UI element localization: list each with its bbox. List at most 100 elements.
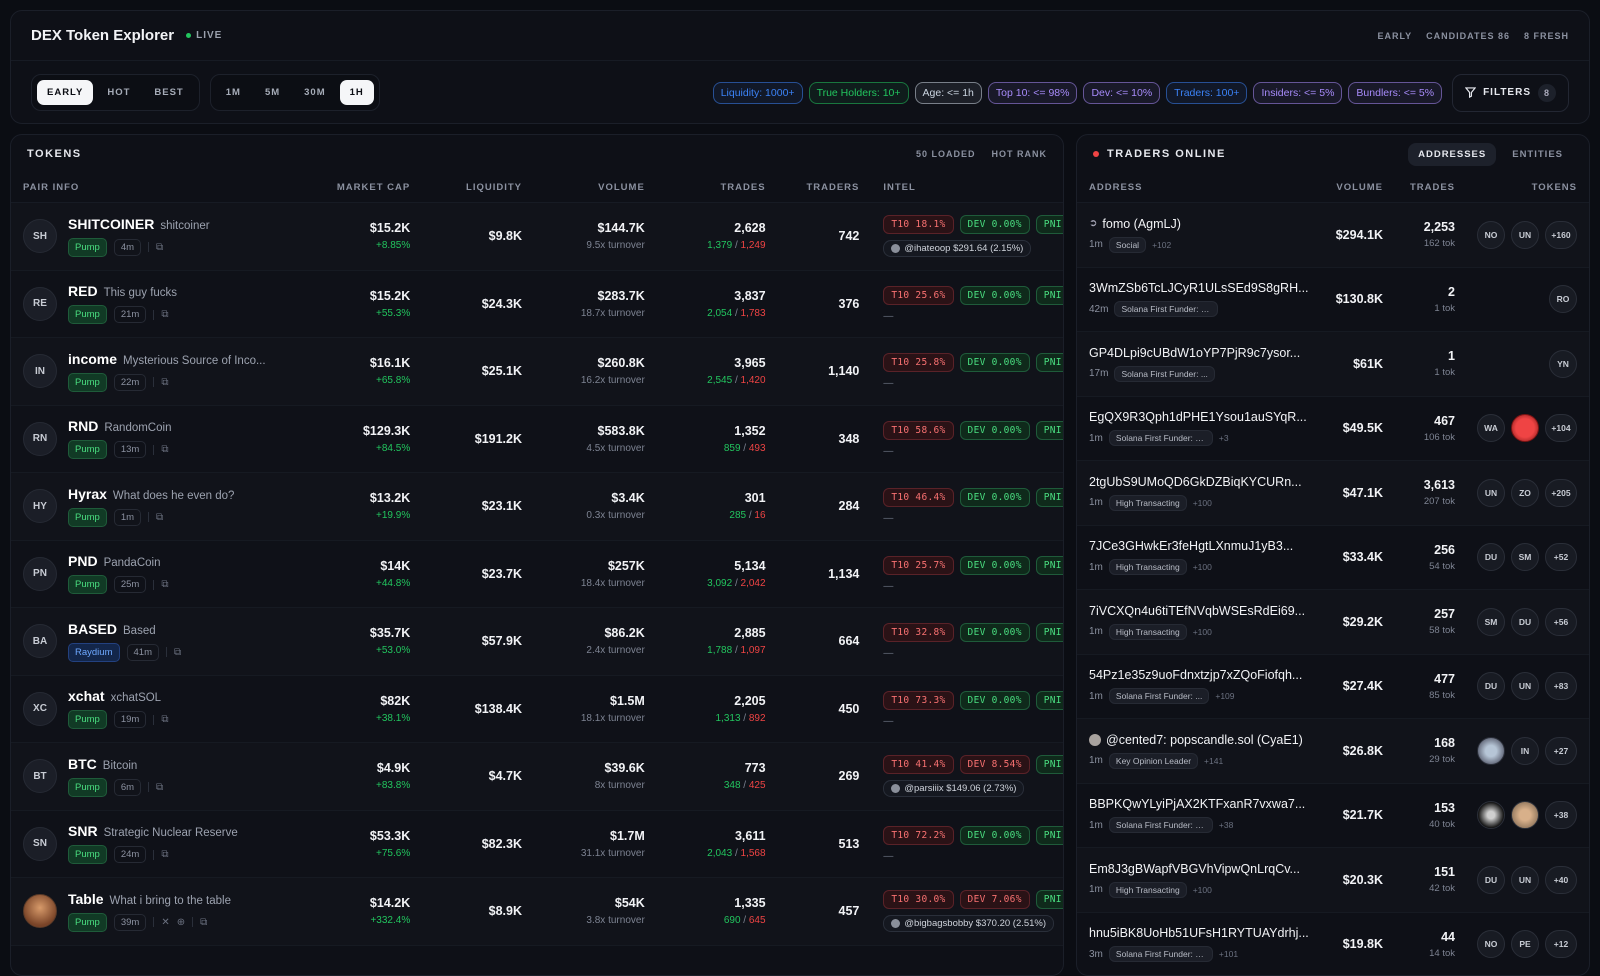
filter-chip[interactable]: Age: <= 1h xyxy=(914,81,982,104)
trader-address[interactable]: 7JCe3GHwkEr3feHgtLXnmuJ1yB3... xyxy=(1089,539,1294,554)
token-bubble[interactable]: WA xyxy=(1477,414,1505,443)
timeframe-30m-button[interactable]: 30M xyxy=(304,87,326,98)
filter-chip[interactable]: Top 10: <= 98% xyxy=(987,81,1078,104)
col-traders[interactable]: TRADERS xyxy=(806,182,860,193)
token-row[interactable]: RE RED This guy fucks Pump 21m ⧉ $15.2K +55.… xyxy=(11,270,1063,338)
token-row[interactable]: XC xchat xchatSOL Pump 19m ⧉ $82K +38.1% $13… xyxy=(11,675,1063,743)
trader-address[interactable]: 7iVCXQn4u6tiTEfNVqbWSEsRdEi69... xyxy=(1089,603,1306,618)
token-row[interactable]: Table What i bring to the table Pump 39m ✕ ⊕… xyxy=(11,878,1063,946)
token-bubble[interactable]: NO xyxy=(1477,930,1505,959)
timeframe-5m-button[interactable]: 5M xyxy=(264,87,281,98)
trader-address[interactable]: 54Pz1e35z9uoFdnxtzjp7xZQoFiofqh... xyxy=(1089,668,1303,683)
trader-address[interactable]: EgQX9R3Qph1dPHE1Ysou1auSYqR... xyxy=(1089,410,1307,425)
copy-icon[interactable]: ⧉ xyxy=(156,511,164,523)
more-tokens-bubble[interactable]: +160 xyxy=(1545,220,1577,249)
more-tokens-bubble[interactable]: +52 xyxy=(1545,543,1577,572)
trader-row[interactable]: @cented7: popscandle.sol (CyaE1) 1m Key O… xyxy=(1077,719,1589,784)
more-tokens-bubble[interactable]: +205 xyxy=(1545,478,1577,507)
mode-early-button[interactable]: EARLY xyxy=(37,80,94,105)
token-symbol[interactable]: Table xyxy=(68,890,104,907)
kol-holder-badge[interactable]: @bigbagsbobby $370.20 (2.51%) xyxy=(883,915,1055,933)
token-symbol[interactable]: income xyxy=(68,350,118,367)
token-bubble[interactable]: ZO xyxy=(1511,478,1539,507)
copy-icon[interactable]: ⧉ xyxy=(161,444,169,456)
token-symbol[interactable]: BTC xyxy=(68,755,97,772)
trader-address[interactable]: BBPKQwYLyiPjAX2KTFxanR7vxwa7... xyxy=(1089,797,1306,812)
copy-icon[interactable]: ⧉ xyxy=(161,579,169,591)
trader-row[interactable]: GP4DLpi9cUBdW1oYP7PjR9c7ysor... 17m Solan… xyxy=(1077,332,1589,397)
trader-address[interactable]: fomo (AgmLJ) xyxy=(1102,216,1181,231)
copy-icon[interactable]: ⧉ xyxy=(156,241,164,253)
trader-row[interactable]: EgQX9R3Qph1dPHE1Ysou1auSYqR... 1m Solana … xyxy=(1077,397,1589,461)
filter-chip[interactable]: True Holders: 10+ xyxy=(808,81,909,104)
copy-icon[interactable]: ⧉ xyxy=(161,714,169,726)
token-row[interactable]: PN PND PandaCoin Pump 25m ⧉ $14K +44.8% $23.… xyxy=(11,540,1063,608)
timeframe-1h-button[interactable]: 1H xyxy=(339,80,374,105)
copy-icon[interactable]: ⧉ xyxy=(161,376,169,388)
col-trader-trades[interactable]: TRADES xyxy=(1409,182,1455,193)
trader-address[interactable]: GP4DLpi9cUBdW1oYP7PjR9c7ysor... xyxy=(1089,345,1301,360)
copy-icon[interactable]: ⧉ xyxy=(161,849,169,861)
trader-row[interactable]: BBPKQwYLyiPjAX2KTFxanR7vxwa7... 1m Solana… xyxy=(1077,784,1589,848)
token-row[interactable]: BT BTC Bitcoin Pump 6m ⧉ $4.9K +83.8% $4.7K … xyxy=(11,743,1063,811)
trader-row[interactable]: 3WmZSb6TcLJCyR1ULsSEd9S8gRH... 42m Solana… xyxy=(1077,268,1589,332)
token-bubble[interactable]: DU xyxy=(1477,543,1505,572)
token-row[interactable]: SN SNR Strategic Nuclear Reserve Pump 24m ⧉… xyxy=(11,810,1063,878)
copy-icon[interactable]: ⧉ xyxy=(173,646,182,658)
trader-address[interactable]: 2tgUbS9UMoQD6GkDZBiqKYCURn... xyxy=(1089,474,1302,489)
token-image-bubble[interactable] xyxy=(1511,414,1539,443)
trader-address[interactable]: Em8J3gBWapfVBGVhVipwQnLrqCv... xyxy=(1089,861,1300,876)
token-bubble[interactable]: NO xyxy=(1477,220,1505,249)
trader-address[interactable]: hnu5iBK8UoHb51UFsH1RYTUAYdrhj... xyxy=(1089,926,1309,941)
trader-row[interactable]: 7JCe3GHwkEr3feHgtLXnmuJ1yB3... 1m High Tr… xyxy=(1077,526,1589,590)
col-pair-info[interactable]: PAIR INFO xyxy=(23,182,80,193)
token-bubble[interactable]: UN xyxy=(1511,672,1539,701)
more-tokens-bubble[interactable]: +12 xyxy=(1545,930,1577,959)
token-bubble[interactable]: UN xyxy=(1477,478,1505,507)
token-image-bubble[interactable] xyxy=(1477,736,1505,765)
token-symbol[interactable]: RND xyxy=(68,418,99,435)
kol-holder-badge[interactable]: @ihateoop $291.64 (2.15%) xyxy=(883,240,1032,258)
token-symbol[interactable]: PND xyxy=(68,553,98,570)
x-icon[interactable]: ✕ xyxy=(161,916,170,928)
filter-chip[interactable]: Dev: <= 10% xyxy=(1083,81,1161,104)
more-tokens-bubble[interactable]: +56 xyxy=(1545,607,1577,636)
col-trades[interactable]: TRADES xyxy=(720,182,766,193)
filters-button[interactable]: FILTERS 8 xyxy=(1452,73,1569,112)
col-market-cap[interactable]: MARKET CAP xyxy=(336,182,411,193)
token-symbol[interactable]: Hyrax xyxy=(68,485,107,502)
token-symbol[interactable]: BASED xyxy=(68,620,118,637)
token-row[interactable]: HY Hyrax What does he even do? Pump 1m ⧉ $1… xyxy=(11,473,1063,541)
filter-chip[interactable]: Bundlers: <= 5% xyxy=(1348,81,1443,104)
more-tokens-bubble[interactable]: +104 xyxy=(1545,414,1577,443)
token-row[interactable]: BA BASED Based Raydium 41m ⧉ $35.7K +53.0% $… xyxy=(11,608,1063,676)
filter-chip[interactable]: Insiders: <= 5% xyxy=(1253,81,1343,104)
trader-row[interactable]: Em8J3gBWapfVBGVhVipwQnLrqCv... 1m High Tr… xyxy=(1077,848,1589,913)
col-trader-volume[interactable]: VOLUME xyxy=(1336,182,1383,193)
token-symbol[interactable]: RED xyxy=(68,283,98,300)
hot-rank-sort[interactable]: HOT RANK xyxy=(991,149,1047,159)
token-bubble[interactable]: DU xyxy=(1511,607,1539,636)
token-bubble[interactable]: PE xyxy=(1511,930,1539,959)
col-liquidity[interactable]: LIQUIDITY xyxy=(466,182,523,193)
more-tokens-bubble[interactable]: +83 xyxy=(1545,672,1577,701)
col-volume[interactable]: VOLUME xyxy=(598,182,645,193)
tab-entities[interactable]: ENTITIES xyxy=(1512,148,1563,160)
filter-chip[interactable]: Traders: 100+ xyxy=(1166,81,1248,104)
more-tokens-bubble[interactable]: +38 xyxy=(1545,801,1577,830)
tab-addresses[interactable]: ADDRESSES xyxy=(1408,142,1497,166)
token-row[interactable]: IN income Mysterious Source of Inco... Pu… xyxy=(11,338,1063,406)
token-symbol[interactable]: xchat xyxy=(68,688,105,705)
trader-address[interactable]: @cented7: popscandle.sol (CyaE1) xyxy=(1106,732,1303,747)
copy-icon[interactable]: ⧉ xyxy=(161,309,169,321)
trader-row[interactable]: 7iVCXQn4u6tiTEfNVqbWSEsRdEi69... 1m High … xyxy=(1077,590,1589,655)
mode-hot-button[interactable]: HOT xyxy=(107,87,131,98)
token-bubble[interactable]: UN xyxy=(1511,865,1539,894)
token-image-bubble[interactable] xyxy=(1477,801,1505,830)
token-bubble[interactable]: SM xyxy=(1477,607,1505,636)
filter-chip[interactable]: Liquidity: 1000+ xyxy=(712,81,803,104)
timeframe-1m-button[interactable]: 1M xyxy=(225,87,241,98)
token-row[interactable]: RN RND RandomCoin Pump 13m ⧉ $129.3K +84.5% … xyxy=(11,405,1063,473)
trader-row[interactable]: hnu5iBK8UoHb51UFsH1RYTUAYdrhj... 3m Solan… xyxy=(1077,913,1589,976)
globe-icon[interactable]: ⊕ xyxy=(176,916,186,928)
